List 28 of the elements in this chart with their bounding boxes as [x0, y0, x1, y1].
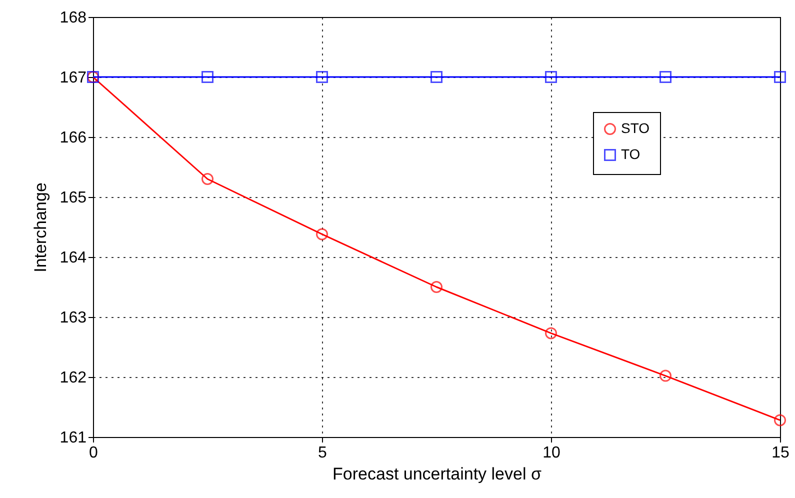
point — [545, 327, 557, 340]
point — [430, 71, 442, 83]
x-tick-label: 10 — [542, 444, 560, 462]
y-tick-label: 166 — [60, 130, 87, 146]
point — [660, 71, 672, 83]
legend-label: TO — [621, 146, 640, 162]
legend-label: STO — [621, 120, 650, 136]
point — [774, 71, 786, 83]
point — [316, 228, 328, 240]
point — [430, 281, 442, 293]
point — [660, 370, 672, 382]
y-tick-label: 161 — [60, 430, 87, 446]
x-tick-label: 5 — [318, 444, 328, 462]
point — [316, 71, 328, 83]
point — [202, 71, 214, 83]
y-tick-label: 163 — [60, 310, 87, 326]
x-tick-label: 15 — [772, 444, 790, 462]
point — [545, 71, 557, 83]
x-axis-title: Forecast uncertainty level σ — [332, 464, 542, 484]
y-tick-label: 167 — [60, 70, 87, 86]
point — [202, 173, 214, 185]
x-tick-label: 0 — [89, 444, 98, 462]
y-tick-label: 165 — [60, 190, 87, 206]
y-axis-title: Interchange — [30, 182, 50, 272]
y-tick-label: 164 — [60, 250, 87, 266]
point — [774, 414, 786, 426]
y-tick-label: 168 — [60, 10, 87, 26]
y-tick-label: 162 — [60, 370, 87, 386]
